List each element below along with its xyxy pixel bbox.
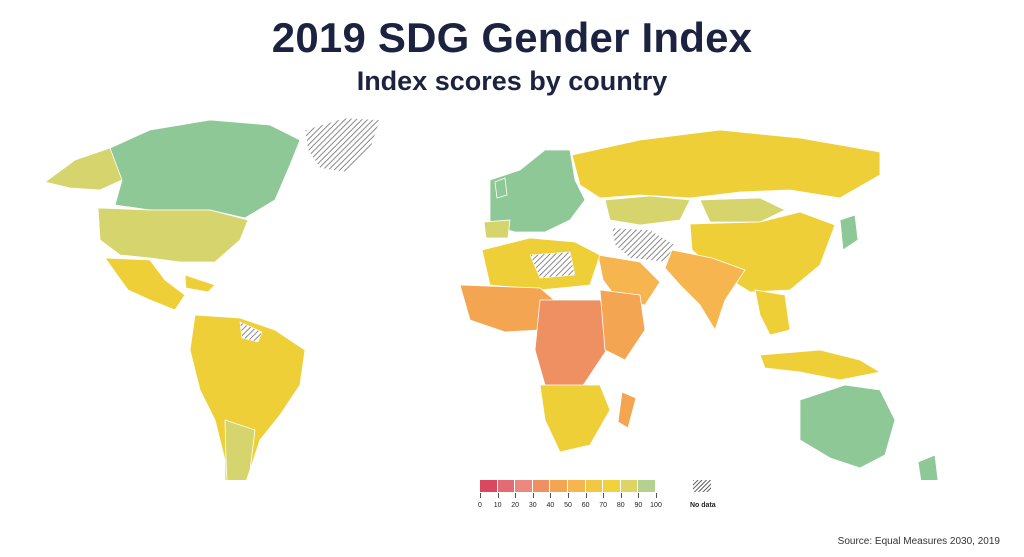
legend-color-scale [480,480,656,492]
legend-tick-label: 40 [546,502,555,509]
legend-swatch-0 [480,480,498,492]
legend-swatch-4 [550,480,568,492]
world-map [44,117,939,480]
legend-swatch-3 [532,480,551,492]
mexico-region [104,257,186,311]
legend-tick-mark [620,493,622,498]
new-zealand-region [917,454,939,480]
caribbean-region [184,274,216,293]
page-title: 2019 SDG Gender Index [271,14,753,61]
legend-tick-label: 20 [511,502,520,509]
mongolia-region [699,197,786,223]
source-note: Source: Equal Measures 2030, 2019 [837,536,1000,547]
east-africa-region [599,289,646,361]
legend-tick-mark [532,493,534,498]
legend-tick-label: 100 [650,502,662,509]
madagascar-region [617,391,637,429]
legend-tick-mark [638,493,640,498]
australia-region [799,384,896,469]
legend-tick-mark [515,493,517,498]
greenland-region [304,117,381,173]
legend-tick-mark [585,493,587,498]
sahara-nodata [529,251,576,279]
legend-tick-mark [568,493,569,498]
kazakhstan-region [604,195,691,226]
legend-tick-label: 10 [493,502,502,509]
legend-tick-mark [656,493,657,498]
legend-tick-mark [550,493,552,498]
legend-tick-label: 0 [478,502,482,509]
canada-region [109,119,301,219]
legend-swatch-1 [497,480,516,492]
legend-tick-label: 50 [564,502,572,509]
indonesia-region [759,349,882,381]
legend-swatch-5 [567,480,586,492]
legend-tick-label: 70 [599,502,608,509]
southeast-asia-region [754,289,791,336]
legend-swatch-2 [515,480,533,492]
legend-tick-label: 60 [581,502,590,509]
argentina-region [224,419,256,480]
legend-swatch-8 [620,480,639,492]
legend: No data 0 10 20 30 40 50 60 70 80 90 100 [478,480,720,520]
legend-tick-mark [497,493,499,498]
middle-east-nodata [611,227,676,263]
russia-region [571,129,881,199]
legend-tick-mark [603,493,605,498]
legend-tick-mark [480,493,481,498]
legend-swatch-6 [585,480,604,492]
iberia-region [483,219,511,239]
usa-region [97,207,249,263]
uk-region [494,177,508,199]
legend-swatch-7 [603,480,621,492]
legend-tick-label: 30 [528,502,537,509]
india-region [664,249,746,331]
legend-swatch-9 [638,480,656,492]
no-data-swatch [693,480,711,492]
legend-tick-label: 80 [616,502,625,509]
venezuela-nodata [239,321,263,343]
southern-africa-region [539,384,611,453]
no-data-label: No data [690,502,716,509]
japan-region [839,214,859,251]
legend-tick-label: 90 [634,502,643,509]
page-subtitle: Index scores by country [356,66,668,96]
